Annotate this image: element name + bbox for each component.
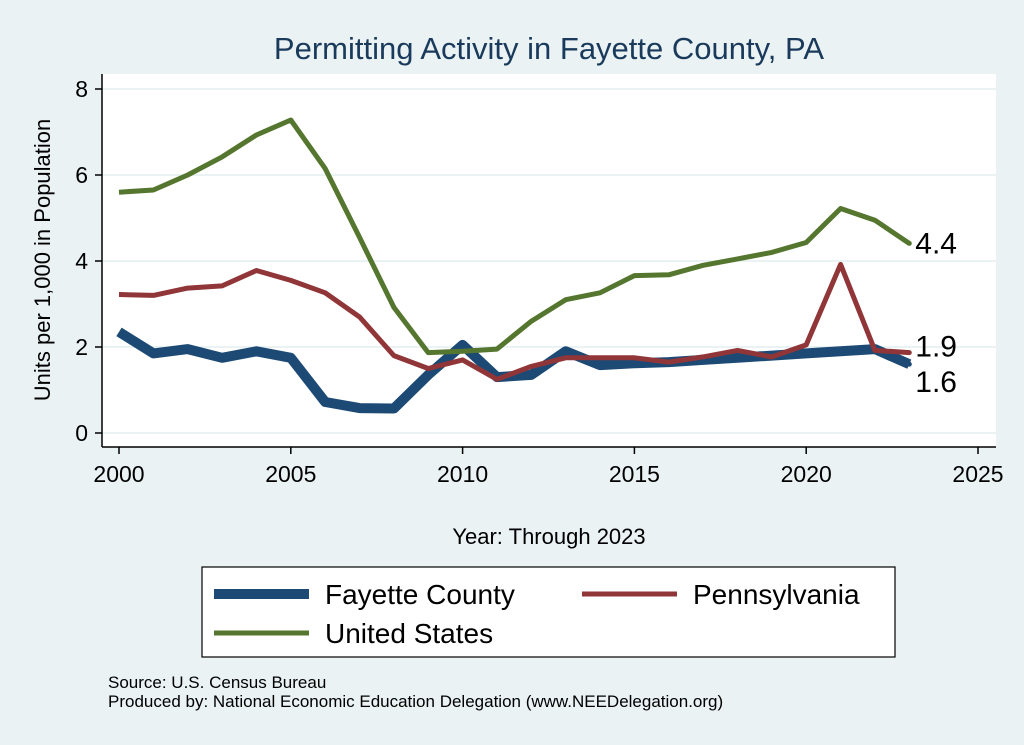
x-tick-label: 2025: [952, 461, 1003, 487]
y-tick-label: 6: [75, 162, 88, 188]
series-line-united-states: [118, 117, 911, 356]
x-tick-label: 2000: [93, 461, 144, 487]
end-point-marker: [906, 361, 912, 367]
y-tick-label: 8: [75, 76, 88, 102]
x-tick-label: 2005: [265, 461, 316, 487]
end-value-label: 1.9: [915, 331, 957, 364]
legend-box: [201, 566, 896, 658]
series-line-pennsylvania: [118, 261, 910, 382]
end-value-label: 1.6: [915, 366, 957, 399]
y-tick-label: 0: [75, 420, 88, 446]
source-note: Source: U.S. Census Bureau: [108, 673, 327, 692]
x-tick-label: 2020: [781, 461, 832, 487]
end-labels: 1.61.9 4.4: [906, 227, 957, 399]
y-tick-label: 4: [75, 248, 88, 274]
series-group: [116, 117, 912, 414]
legend-label: Pennsylvania: [693, 579, 860, 610]
x-tick-label: 2010: [437, 461, 488, 487]
y-axis-title: Units per 1,000 in Population: [30, 119, 55, 402]
chart-title: Permitting Activity in Fayette County, P…: [274, 31, 824, 66]
y-tick-label: 2: [75, 334, 88, 360]
end-value-label: 4.4: [915, 227, 957, 260]
legend-label: United States: [325, 618, 493, 649]
end-point-marker: [906, 350, 912, 356]
legend-label: Fayette County: [325, 579, 515, 610]
x-tick-label: 2015: [609, 461, 660, 487]
producer-note: Produced by: National Economic Education…: [108, 692, 724, 711]
end-point-marker: [906, 240, 912, 246]
axes: 0 2 4 6 8 2000 2005 2010 2015 2020 2025: [75, 74, 1004, 487]
grid: [102, 88, 996, 434]
x-axis-title: Year: Through 2023: [452, 524, 645, 549]
legend: Fayette County Pennsylvania United States: [201, 566, 896, 658]
